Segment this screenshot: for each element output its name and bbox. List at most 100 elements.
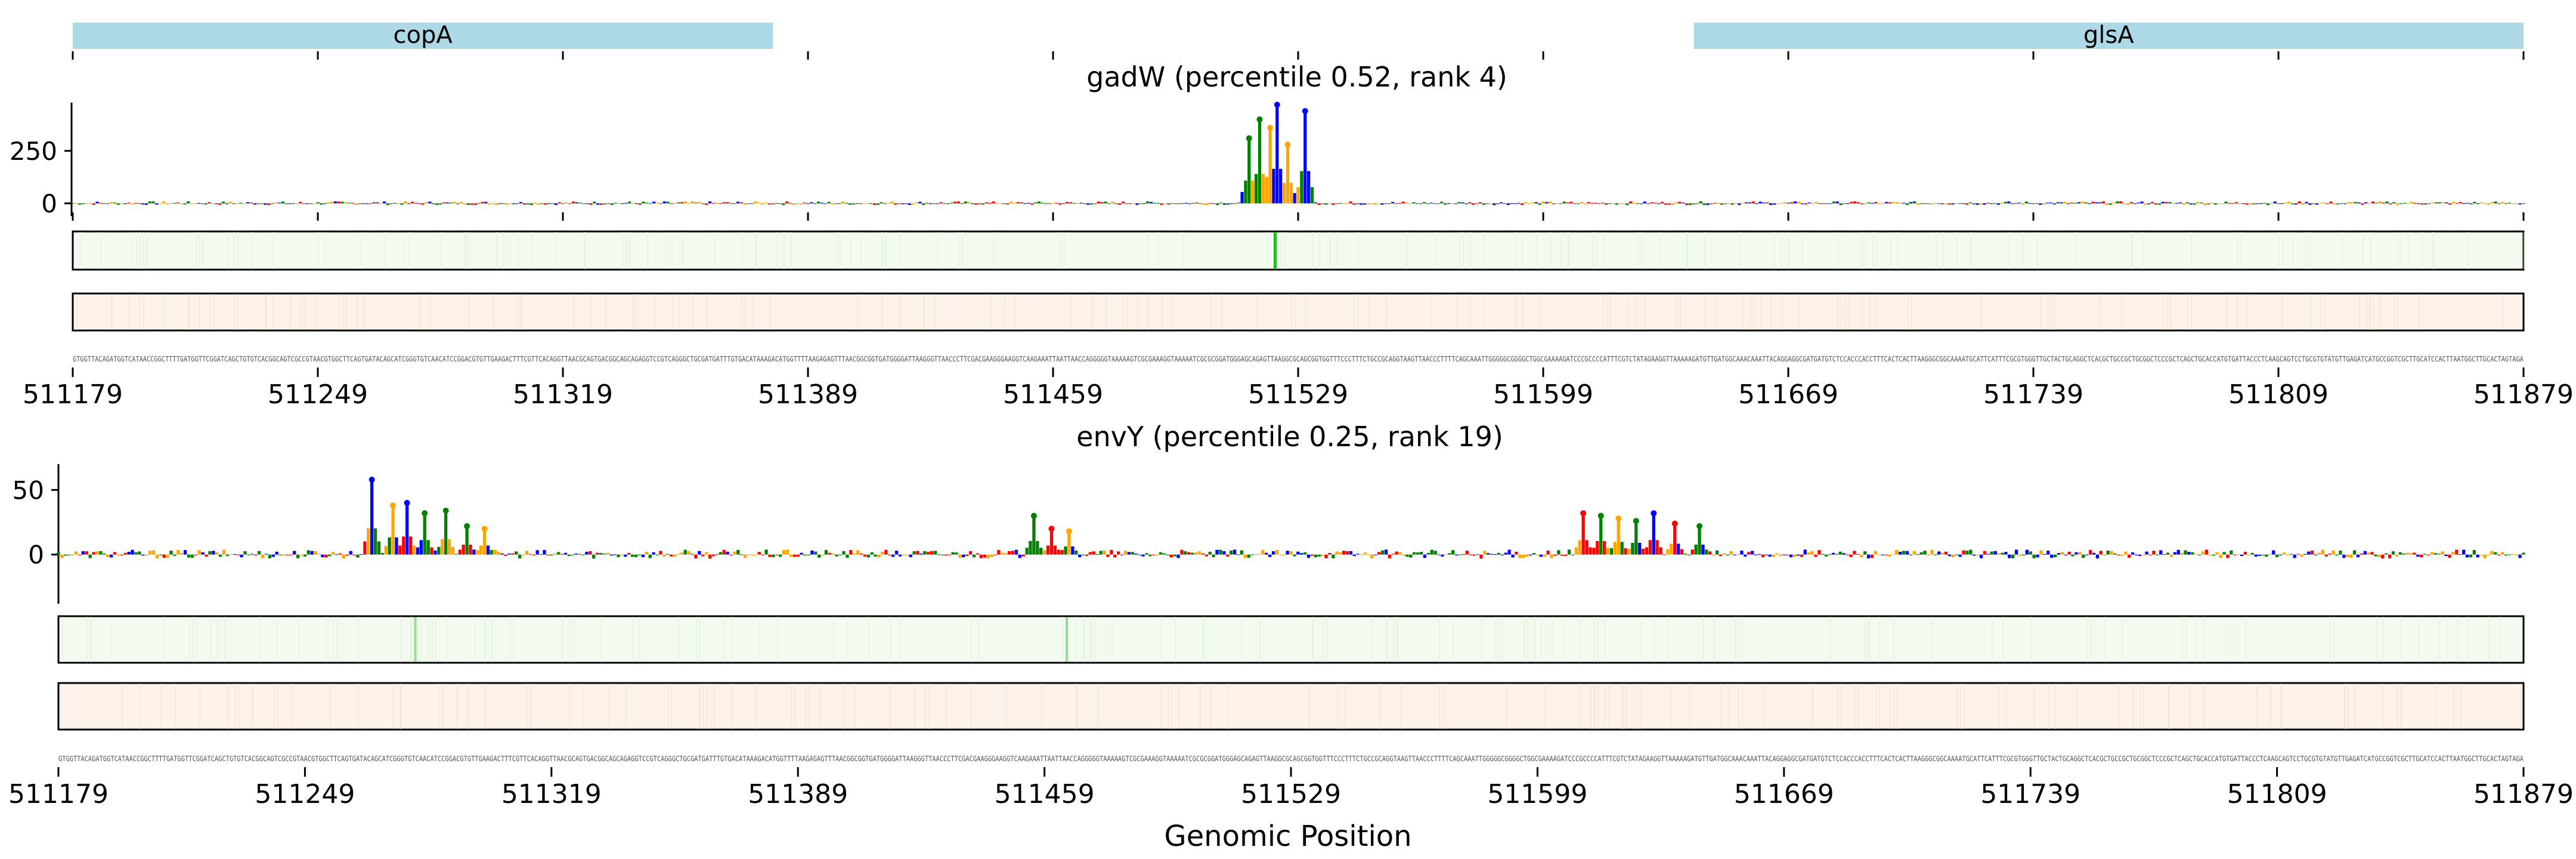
logo-letter-T bbox=[148, 551, 152, 555]
heatmap-cell-lower bbox=[692, 294, 694, 330]
logo-letter-G bbox=[835, 554, 838, 557]
heatmap-cell-upper bbox=[776, 232, 778, 269]
logo-letter-G bbox=[827, 202, 831, 203]
logo-letter-A bbox=[992, 201, 995, 203]
heatmap-cell-lower bbox=[1844, 294, 1846, 330]
logo-letter-T bbox=[1783, 202, 1787, 203]
heatmap-cell-lower bbox=[143, 294, 144, 330]
logo-letter-A bbox=[470, 203, 473, 205]
logo-letter-T bbox=[680, 552, 683, 555]
heatmap-cell-upper bbox=[1596, 232, 1597, 269]
x-tick-label: 511669 bbox=[1738, 379, 1838, 410]
heatmap-cell-lower bbox=[1070, 294, 1072, 330]
logo-letter-A bbox=[1002, 203, 1006, 205]
heatmap-cell-upper bbox=[421, 617, 423, 662]
logo-letter-T bbox=[1111, 202, 1114, 203]
heatmap-cell-lower bbox=[1960, 684, 1962, 729]
logo-letter-T bbox=[853, 553, 856, 555]
heatmap-cell-lower bbox=[1879, 684, 1881, 729]
logo-letter-C bbox=[1961, 203, 1965, 205]
logo-letter-G bbox=[1332, 554, 1335, 559]
logo-letter-G bbox=[539, 554, 543, 555]
logo-letter-T bbox=[856, 550, 860, 555]
heatmap-cell-upper bbox=[639, 617, 641, 662]
heatmap-cell-lower bbox=[1097, 684, 1099, 729]
heatmap-cell-lower bbox=[2055, 684, 2057, 729]
logo-letter-T bbox=[1666, 549, 1670, 555]
logo-letter-C bbox=[1993, 551, 1997, 555]
logo-letter-G bbox=[642, 202, 645, 203]
logo-letter-A bbox=[1100, 202, 1104, 203]
heatmap-cell-lower bbox=[2354, 684, 2356, 729]
logo-letter-G bbox=[883, 203, 887, 205]
logo-letter-A bbox=[1965, 203, 1969, 205]
heatmap-cell-lower bbox=[699, 684, 701, 729]
heatmap-cell-upper bbox=[755, 232, 757, 269]
heatmap-cell-lower bbox=[76, 294, 78, 330]
logo-letter-G bbox=[2504, 554, 2508, 556]
logo-letter-T bbox=[565, 202, 568, 203]
heatmap-cell-lower bbox=[1126, 294, 1128, 330]
logo-letter-T bbox=[151, 550, 156, 555]
heatmap-cell-lower bbox=[1343, 684, 1345, 729]
logo-letter-T bbox=[1775, 553, 1779, 555]
logo-letter-G bbox=[64, 554, 67, 556]
logo-letter-C bbox=[1513, 203, 1517, 205]
logo-letter-G bbox=[2398, 552, 2402, 555]
logo-letter-T bbox=[228, 202, 232, 203]
logo-letter-G bbox=[816, 201, 821, 203]
logo-letter-A bbox=[1069, 202, 1072, 203]
heatmap-cell-lower bbox=[517, 294, 519, 330]
logo-letter-T bbox=[1450, 203, 1454, 205]
logo-letter-T bbox=[1622, 203, 1626, 205]
logo-letter-A bbox=[1818, 550, 1821, 555]
logo-letter-G bbox=[1131, 552, 1134, 555]
logo-letter-G bbox=[187, 201, 190, 203]
logo-letter-C bbox=[800, 552, 803, 555]
logo-letter-T bbox=[2301, 203, 2305, 205]
logo-letter-T bbox=[1335, 551, 1339, 555]
heatmap-cell-upper bbox=[79, 232, 81, 269]
heatmap-cell-upper bbox=[1597, 617, 1599, 662]
logo-letter-T bbox=[2039, 550, 2043, 555]
logo-letter-G bbox=[1032, 515, 1036, 555]
logo-letter-T bbox=[1670, 543, 1673, 555]
heatmap-cell-lower bbox=[1671, 684, 1673, 729]
logo-letter-C bbox=[1384, 549, 1388, 555]
logo-letter-T bbox=[761, 203, 764, 205]
logo-letter-C bbox=[810, 202, 813, 203]
logo-letter-T bbox=[482, 529, 487, 555]
logo-letter-G bbox=[1208, 552, 1212, 555]
logo-letter-A bbox=[595, 552, 599, 555]
logo-letter-A bbox=[669, 554, 673, 557]
logo-letter-A bbox=[2152, 551, 2156, 555]
logo-letter-C bbox=[609, 554, 613, 556]
heatmap-cell-lower bbox=[1210, 684, 1212, 729]
heatmap-cell-upper bbox=[1523, 617, 1525, 662]
logo-letter-C bbox=[1510, 203, 1513, 204]
heatmap-cell-lower bbox=[1840, 684, 1842, 729]
logo-letter-A bbox=[2459, 202, 2462, 203]
logo-letter-G bbox=[1317, 554, 1321, 557]
heatmap-cell-upper bbox=[2231, 617, 2233, 662]
logo-letter-G bbox=[666, 202, 670, 203]
logo-letter-G bbox=[1212, 554, 1215, 558]
heatmap-cell-upper bbox=[1561, 232, 1562, 269]
heatmap-cell-upper bbox=[484, 617, 486, 662]
logo-letter-T bbox=[1123, 551, 1128, 555]
logo-letter-C bbox=[2008, 554, 2011, 558]
logo-letter-T bbox=[1951, 554, 1955, 558]
logo-letter-C bbox=[1744, 202, 1748, 203]
logo-letter-T bbox=[177, 549, 180, 555]
logo-letter-A bbox=[1655, 540, 1659, 555]
logo-letter-T bbox=[2217, 203, 2221, 205]
logo-letter-G bbox=[1075, 550, 1078, 555]
heatmap-cell-upper bbox=[324, 232, 326, 269]
heatmap-cell-lower bbox=[265, 294, 267, 330]
heatmap-cell-upper bbox=[2142, 232, 2143, 269]
logo-letter-T bbox=[1776, 203, 1780, 205]
logo-letter-A bbox=[1678, 202, 1682, 203]
logo-letter-G bbox=[1599, 515, 1603, 555]
logo-letter-G bbox=[617, 554, 620, 557]
logo-letter-C bbox=[1768, 554, 1772, 557]
